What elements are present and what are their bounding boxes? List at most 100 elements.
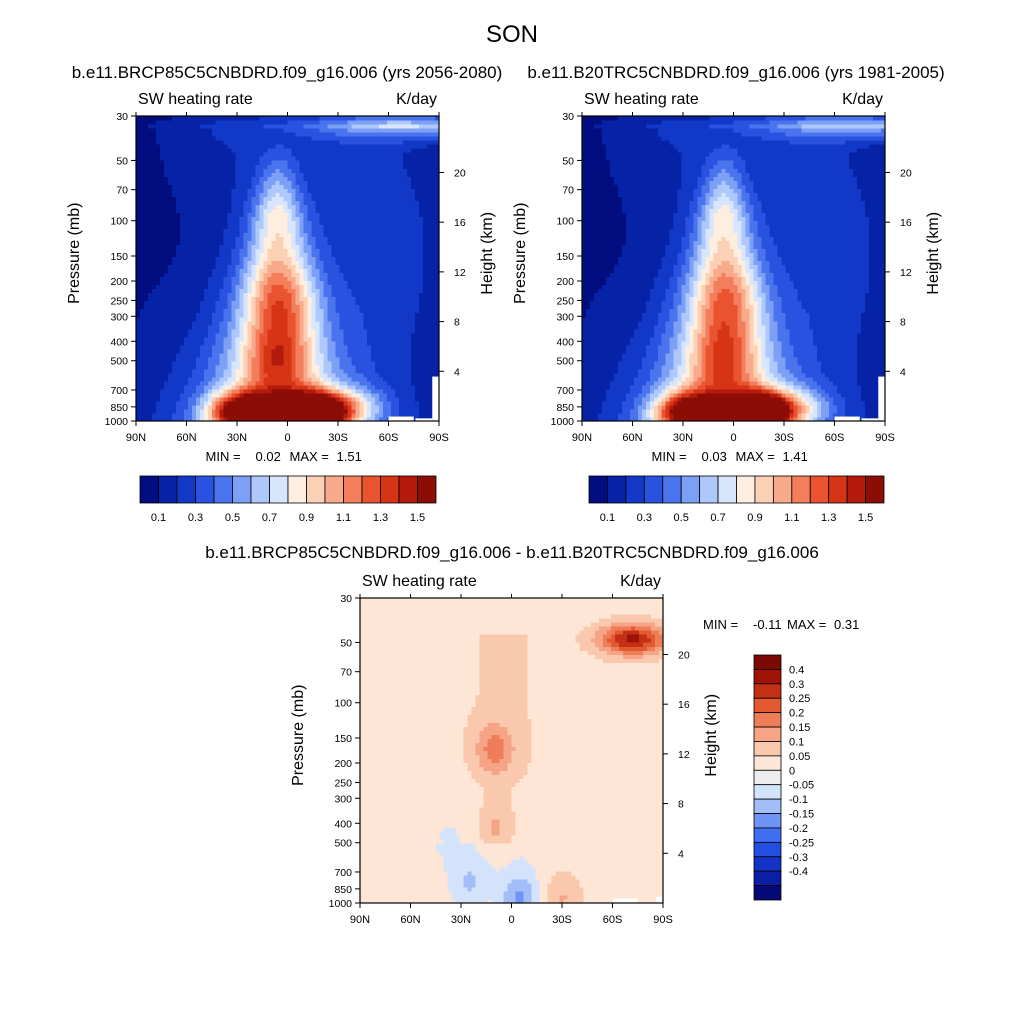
field-cell [211, 356, 217, 362]
field-cell [299, 324, 305, 330]
field-cell [295, 368, 301, 374]
field-cell [347, 376, 352, 382]
field-cell [427, 264, 432, 270]
field-cell [179, 340, 185, 346]
field-cell [423, 256, 428, 262]
field-cell [371, 204, 376, 209]
field-cell [331, 256, 336, 262]
field-cell [139, 216, 145, 221]
field-cell [263, 216, 269, 221]
field-cell [239, 412, 245, 418]
field-cell [367, 324, 372, 330]
field-cell [403, 204, 408, 209]
field-cell [347, 252, 352, 258]
field-cell [255, 232, 261, 237]
field-cell [147, 196, 153, 201]
field-cell [247, 304, 253, 310]
field-cell [136, 376, 141, 382]
field-cell [295, 324, 301, 330]
field-cell [415, 368, 420, 374]
field-cell [275, 280, 281, 286]
field-cell [195, 320, 201, 326]
field-cell [227, 388, 233, 394]
field-cell [139, 240, 145, 246]
field-cell [191, 204, 197, 209]
field-cell [319, 344, 324, 350]
field-cell [155, 356, 161, 362]
field-cell [339, 240, 344, 246]
field-cell [163, 232, 169, 237]
field-cell [355, 276, 360, 282]
field-cell [243, 268, 249, 274]
field-cell [195, 196, 201, 201]
field-cell [351, 212, 356, 217]
field-cell [295, 188, 301, 193]
field-cell [175, 384, 181, 390]
field-cell [143, 276, 149, 282]
field-cell [159, 308, 165, 314]
field-cell [307, 228, 313, 233]
field-cell [395, 256, 400, 262]
field-cell [151, 168, 157, 173]
field-cell [231, 364, 237, 370]
field-cell [315, 172, 320, 177]
field-cell [403, 272, 408, 278]
field-cell [207, 200, 213, 205]
field-cell [351, 216, 356, 221]
field-cell [403, 368, 408, 374]
field-cell [267, 248, 273, 254]
field-cell [327, 384, 332, 390]
field-cell [379, 292, 384, 298]
field-cell [291, 180, 297, 185]
field-cell [347, 248, 352, 254]
field-cell [395, 212, 400, 217]
field-cell [355, 280, 360, 286]
field-cell [151, 376, 157, 382]
field-cell [339, 328, 344, 334]
field-cell [359, 368, 364, 374]
field-cell [415, 312, 420, 318]
field-cell [231, 184, 237, 189]
field-cell [319, 160, 324, 165]
field-cell [347, 288, 352, 294]
field-cell [307, 184, 313, 189]
field-cell [279, 272, 285, 278]
field-cell [307, 300, 313, 306]
field-cell [371, 352, 376, 358]
field-cell [211, 192, 217, 197]
field-cell [323, 368, 328, 374]
field-cell [303, 232, 309, 237]
field-cell [187, 296, 193, 302]
field-cell [323, 404, 328, 410]
field-cell [395, 408, 400, 414]
field-cell [379, 312, 384, 318]
field-cell [215, 272, 221, 278]
field-cell [287, 244, 293, 250]
field-cell [255, 396, 261, 402]
field-cell [411, 280, 416, 286]
field-cell [311, 220, 317, 225]
field-cell [143, 176, 149, 181]
field-cell [335, 300, 340, 306]
field-cell [319, 276, 324, 282]
field-cell [147, 380, 153, 386]
field-cell [139, 368, 145, 374]
field-cell [143, 216, 149, 221]
field-cell [367, 352, 372, 358]
field-cell [335, 232, 340, 237]
field-cell [235, 412, 241, 418]
field-cell [187, 232, 193, 237]
field-cell [279, 200, 285, 205]
field-cell [259, 380, 265, 386]
field-cell [419, 232, 424, 237]
field-cell [407, 412, 412, 418]
field-cell [427, 288, 432, 294]
field-cell [203, 416, 209, 422]
field-cell [367, 236, 372, 241]
field-cell [431, 364, 436, 370]
field-cell [307, 180, 313, 185]
field-cell [427, 276, 432, 282]
field-cell [139, 196, 145, 201]
field-cell [403, 324, 408, 330]
field-cell [371, 208, 376, 213]
